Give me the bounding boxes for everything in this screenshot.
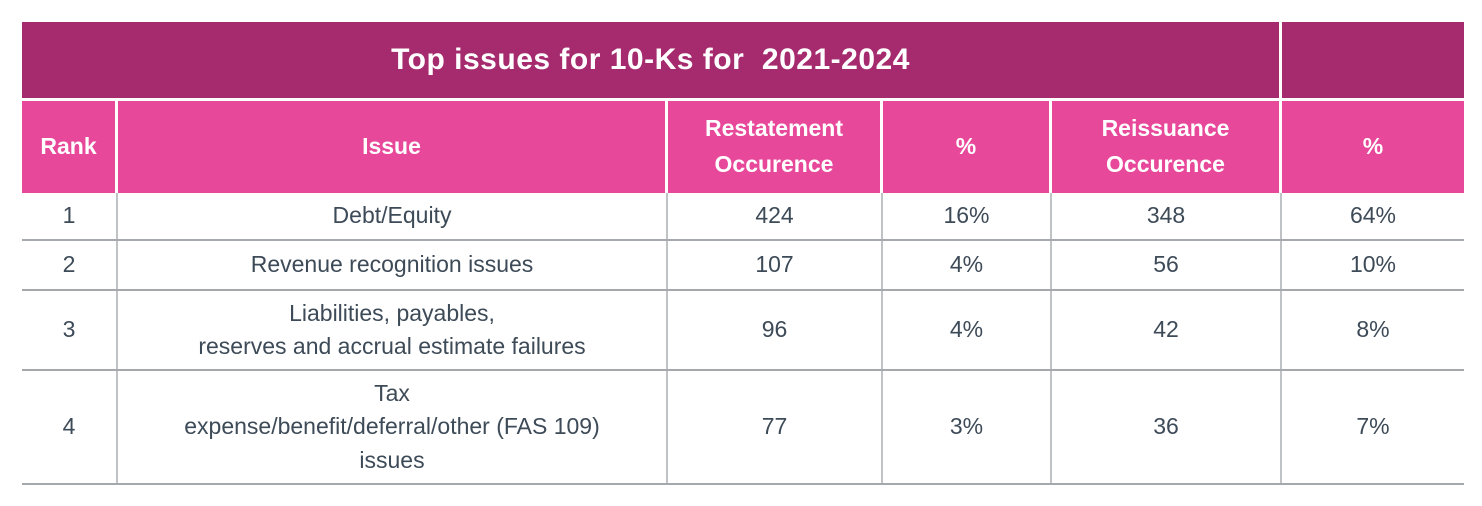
restatement-pct-cell: 4% (883, 291, 1052, 369)
issue-cell: Debt/Equity (118, 193, 668, 239)
table-row: 4 Tax expense/benefit/deferral/other (FA… (22, 371, 1464, 485)
header-cell-rank: Rank (22, 101, 118, 193)
header-cell-issue: Issue (118, 101, 668, 193)
reissuance-pct-cell: 10% (1349, 251, 1397, 278)
table-row: 1 Debt/Equity 424 16% 348 64% (22, 193, 1464, 241)
table-row: 3 Liabilities, payables, reserves and ac… (22, 291, 1464, 371)
issue-cell: Tax expense/benefit/deferral/other (FAS … (118, 371, 668, 483)
restatement-cell: 77 (668, 371, 883, 483)
top-issues-table: Top issues for 10-Ks for 2021-2024 Rank … (22, 22, 1464, 485)
header-cell-reissuance-pct: % (1282, 101, 1464, 193)
title-row: Top issues for 10-Ks for 2021-2024 (22, 22, 1464, 98)
rank-cell: 1 (22, 193, 118, 239)
reissuance-cell: 36 (1052, 371, 1282, 483)
title-spacer-cell (1282, 22, 1464, 98)
reissuance-cell: 348 (1052, 193, 1282, 239)
rank-cell: 4 (22, 371, 118, 483)
restatement-cell: 424 (668, 193, 883, 239)
restatement-pct-cell: 3% (883, 371, 1052, 483)
restatement-cell: 107 (668, 241, 883, 289)
table-title: Top issues for 10-Ks for 2021-2024 (22, 22, 1282, 98)
rank-cell: 3 (22, 291, 118, 369)
restatement-pct-cell: 16% (883, 193, 1052, 239)
issue-cell: Revenue recognition issues (118, 241, 668, 289)
rank-cell: 2 (22, 241, 118, 289)
reissuance-pct-cell: 7% (1356, 413, 1390, 440)
restatement-cell: 96 (668, 291, 883, 369)
header-cell-restatement-occurence: Restatement Occurence (668, 101, 883, 193)
table-row: 2 Revenue recognition issues 107 4% 56 1… (22, 241, 1464, 291)
reissuance-cell: 56 (1052, 241, 1282, 289)
header-row: Rank Issue Restatement Occurence % Reiss… (22, 101, 1464, 193)
header-cell-restatement-pct: % (883, 101, 1052, 193)
issue-cell: Liabilities, payables, reserves and accr… (118, 291, 668, 369)
header-cell-reissuance-occurence: Reissuance Occurence (1052, 101, 1282, 193)
reissuance-pct-cell: 8% (1356, 316, 1390, 343)
reissuance-cell: 42 (1052, 291, 1282, 369)
reissuance-pct-cell: 64% (1349, 202, 1397, 229)
restatement-pct-cell: 4% (883, 241, 1052, 289)
